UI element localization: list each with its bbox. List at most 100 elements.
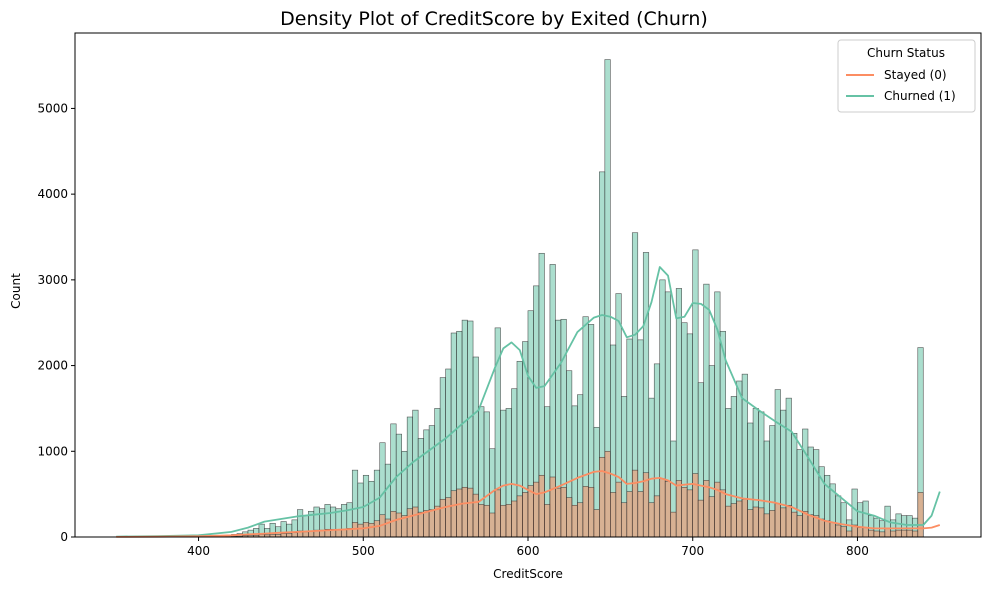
bar-stayed-0-141 <box>890 530 897 538</box>
bar-stayed-0-135 <box>857 527 864 538</box>
bar-stayed-0-123 <box>791 511 798 538</box>
bar-stayed-0-129 <box>824 520 831 538</box>
legend-title: Churn Status <box>867 46 945 60</box>
bar-stayed-0-57 <box>428 509 435 538</box>
bar-stayed-0-120 <box>774 503 781 538</box>
bar-stayed-0-130 <box>829 522 836 538</box>
bar-stayed-0-122 <box>785 504 792 538</box>
bar-stayed-0-79 <box>549 476 556 538</box>
y-tick-label-3000: 3000 <box>37 273 68 287</box>
bar-stayed-0-61 <box>450 490 457 538</box>
bar-stayed-0-64 <box>467 487 474 538</box>
bar-stayed-0-138 <box>873 530 880 538</box>
x-tick-label-700: 700 <box>681 544 704 558</box>
legend-label-stayed: Stayed (0) <box>884 68 947 82</box>
bar-stayed-0-85 <box>582 486 589 538</box>
bar-stayed-0-137 <box>868 529 875 538</box>
bar-stayed-0-60 <box>445 497 452 538</box>
bar-stayed-0-62 <box>456 488 463 538</box>
x-tick-label-600: 600 <box>517 544 540 558</box>
bar-stayed-0-88 <box>599 456 606 538</box>
bar-stayed-0-92 <box>620 502 628 538</box>
bar-stayed-0-140 <box>884 528 891 538</box>
bar-stayed-0-106 <box>697 499 704 538</box>
bar-stayed-0-90 <box>610 492 617 538</box>
bar-stayed-0-59 <box>439 498 446 538</box>
y-tick-label-1000: 1000 <box>37 444 68 458</box>
bar-stayed-0-98 <box>653 495 661 538</box>
bar-stayed-0-55 <box>417 511 424 538</box>
bar-stayed-0-87 <box>593 509 600 538</box>
bar-stayed-0-73 <box>516 495 523 538</box>
bar-stayed-0-46 <box>368 522 375 538</box>
x-tick-label-800: 800 <box>846 544 869 558</box>
bar-stayed-0-74 <box>522 492 529 538</box>
axes-layer: 400 500 600 700 800 0 1000 2000 3000 4000 5000 <box>37 32 982 558</box>
bar-stayed-0-146 <box>917 492 924 538</box>
bar-stayed-0-107 <box>703 480 710 538</box>
bar-stayed-0-77 <box>538 474 545 538</box>
bar-stayed-0-81 <box>560 486 567 538</box>
y-tick-label-2000: 2000 <box>37 359 68 373</box>
bar-stayed-0-118 <box>763 513 770 538</box>
bar-stayed-0-102 <box>675 480 682 538</box>
bar-stayed-0-67 <box>483 504 490 538</box>
bar-stayed-0-99 <box>659 478 666 538</box>
bar-stayed-0-72 <box>511 500 518 538</box>
chart-title: Density Plot of CreditScore by Exited (C… <box>280 8 708 30</box>
bar-stayed-0-44 <box>357 523 364 538</box>
bar-stayed-0-83 <box>571 504 578 538</box>
legend: Churn Status Stayed (0) Churned (1) <box>837 39 976 113</box>
y-axis-label: Count <box>9 273 23 309</box>
bar-stayed-0-32 <box>291 532 298 538</box>
kde-layer <box>116 266 941 538</box>
bar-stayed-0-111 <box>725 505 732 538</box>
bar-stayed-0-119 <box>769 510 776 538</box>
bar-stayed-0-66 <box>478 504 485 538</box>
bar-stayed-0-58 <box>434 505 441 538</box>
bar-stayed-0-121 <box>780 507 787 538</box>
bar-stayed-0-104 <box>686 489 693 538</box>
bar-stayed-0-86 <box>588 486 595 538</box>
bar-stayed-0-131 <box>835 524 842 538</box>
bar-stayed-0-144 <box>906 529 913 538</box>
bar-stayed-0-76 <box>533 481 540 538</box>
y-tick-label-4000: 4000 <box>37 187 68 201</box>
bar-stayed-0-45 <box>362 522 370 538</box>
bar-stayed-0-143 <box>901 529 908 538</box>
bar-stayed-0-84 <box>577 502 584 538</box>
kde-line-stayed-0 <box>116 470 941 538</box>
bar-stayed-0-30 <box>280 533 287 538</box>
bar-stayed-0-136 <box>862 527 869 538</box>
bar-stayed-0-103 <box>681 486 688 538</box>
bar-stayed-0-128 <box>818 518 825 538</box>
bar-stayed-0-53 <box>406 508 413 538</box>
bar-stayed-0-63 <box>461 486 468 538</box>
bars-layer <box>209 59 924 538</box>
bar-stayed-0-65 <box>472 493 479 538</box>
bar-stayed-0-114 <box>741 498 748 538</box>
bar-stayed-0-34 <box>302 531 309 538</box>
bar-stayed-0-70 <box>500 504 507 538</box>
bar-stayed-0-51 <box>395 512 402 538</box>
bar-stayed-0-126 <box>807 514 814 538</box>
bar-stayed-0-110 <box>719 489 726 538</box>
bar-stayed-0-68 <box>489 512 496 538</box>
bar-stayed-0-50 <box>390 510 397 538</box>
bar-stayed-0-101 <box>670 511 677 538</box>
bar-stayed-0-41 <box>340 528 348 538</box>
bar-stayed-0-113 <box>736 500 743 538</box>
bar-stayed-0-124 <box>796 515 803 538</box>
bar-stayed-0-56 <box>423 510 430 538</box>
bar-stayed-0-117 <box>758 507 765 538</box>
bar-stayed-0-145 <box>911 530 919 538</box>
legend-label-churned: Churned (1) <box>884 89 956 103</box>
kde-line-churned-1 <box>116 266 941 538</box>
bar-stayed-0-89 <box>604 450 611 538</box>
bar-stayed-0-108 <box>708 496 715 538</box>
bar-stayed-0-69 <box>494 489 501 538</box>
bar-stayed-0-96 <box>642 472 650 538</box>
bar-stayed-0-82 <box>566 497 573 538</box>
x-axis-label: CreditScore <box>493 567 563 581</box>
